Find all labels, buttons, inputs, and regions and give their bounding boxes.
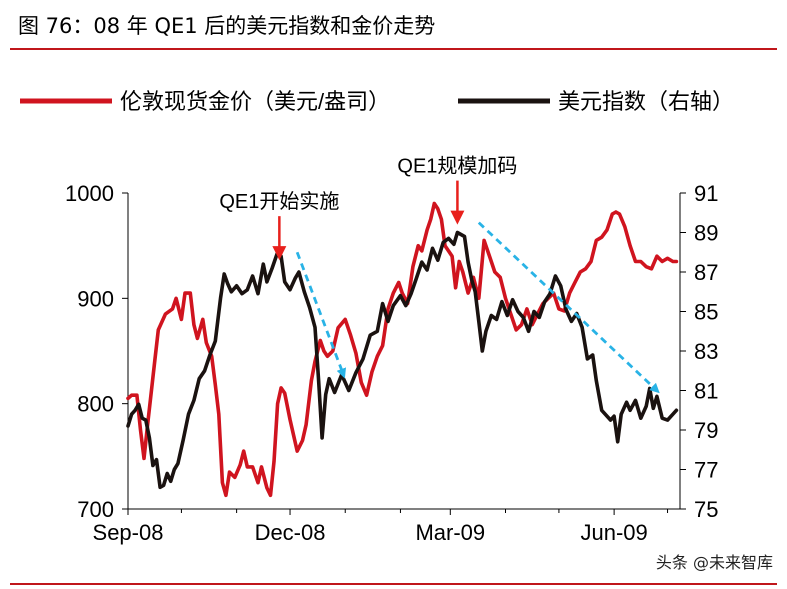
annotation-arrow-head [272,246,287,261]
title-divider [10,48,777,50]
y-right-tick-label: 75 [694,497,718,522]
y-left-tick-label: 800 [77,392,114,417]
legend-label: 伦敦现货金价（美元/盎司） [120,89,390,114]
y-right-tick-label: 91 [694,181,718,206]
y-right-tick-label: 79 [694,418,718,443]
legend-item-dxy: 美元指数（右轴） [458,89,734,114]
watermark: 头条 @未来智库 [655,553,773,572]
y-left-tick-label: 1000 [65,181,114,206]
y-left-tick-label: 700 [77,497,114,522]
legend-item-gold: 伦敦现货金价（美元/盎司） [20,89,390,114]
y-right-tick-label: 83 [694,339,718,364]
annotation-layer: QE1开始实施 QE1规模加码 [219,155,660,394]
bottom-divider [10,583,777,585]
x-tick-label: Jun-09 [580,520,647,545]
figure-title: 图 76：08 年 QE1 后的美元指数和金价走势 [18,14,436,38]
legend-label: 美元指数（右轴） [558,89,734,114]
y-right-tick-label: 81 [694,379,718,404]
x-tick-label: Mar-09 [415,520,485,545]
y-right-tick-label: 85 [694,300,718,325]
axes: 700 800 900 1000 75 77 79 81 83 85 87 89 91 Sep-08 Dec… [65,181,718,545]
y-right-tick-label: 87 [694,260,718,285]
y-right-tick-label: 89 [694,221,718,246]
series-line-dxy [126,230,679,490]
series-layer [126,201,679,498]
y-right-tick-label: 77 [694,458,718,483]
y-left-tick-label: 900 [77,286,114,311]
x-tick-label: Dec-08 [255,520,326,545]
trend-arrow [477,221,660,394]
x-tick-label: Sep-08 [93,520,164,545]
trend-arrow [295,251,347,379]
annotation-label-1: QE1开始实施 [219,190,339,213]
annotation-label-2: QE1规模加码 [397,155,517,178]
annotation-arrow-head [450,210,465,225]
series-line-gold [126,201,679,498]
legend: 伦敦现货金价（美元/盎司） 美元指数（右轴） [20,89,734,114]
